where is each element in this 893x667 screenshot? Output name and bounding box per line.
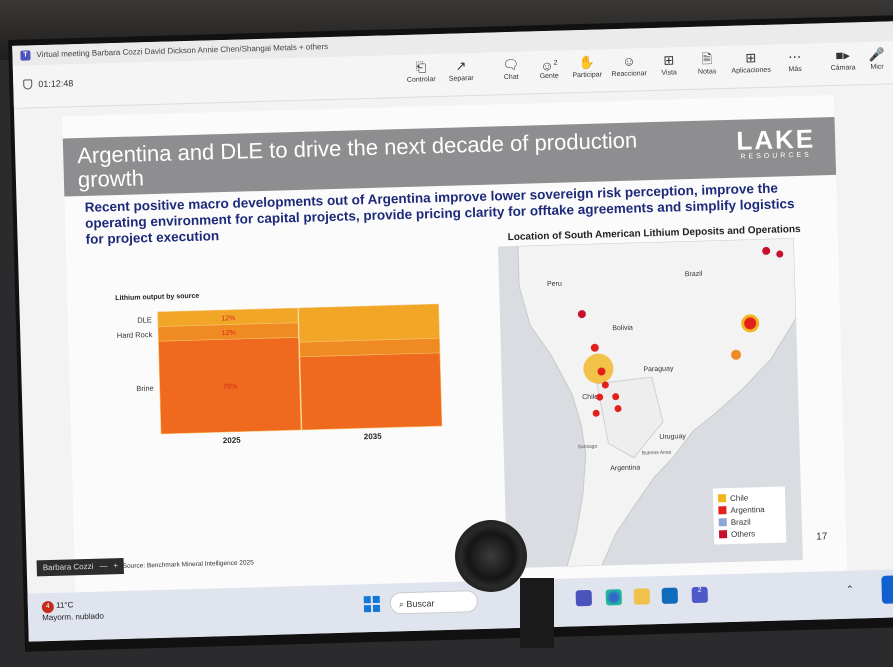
webcam-stand [520, 578, 554, 648]
chart-series-label: DLE [137, 315, 152, 324]
map-label-peru: Peru [546, 280, 562, 289]
mas-button[interactable]: ⋯ Más [771, 47, 820, 73]
minimize-icon[interactable]: — [99, 561, 108, 571]
notas-button[interactable]: 🗎 Notas [683, 50, 732, 76]
temperature: 11°C [55, 600, 74, 610]
weather-widget[interactable]: 4 11°C Mayorm. nublado [41, 600, 105, 624]
south-america-map: Peru Bolivia Brazil Paraguay Chile Urugu… [497, 238, 803, 569]
chart-data-label: 76% [223, 383, 237, 390]
separar-button[interactable]: ↗ Separar [437, 57, 486, 83]
map-label-brazil: Brazil [684, 270, 703, 279]
mic-tray-icon[interactable] [881, 575, 893, 604]
outlook-icon[interactable] [661, 587, 678, 604]
teams-screen: T Virtual meeting Barbara Cozzi David Di… [12, 21, 893, 642]
edge-browser-icon[interactable] [605, 589, 623, 606]
map-legend: Chile Argentina Brazil Others [712, 486, 787, 545]
chart-category-label: 2035 [364, 432, 383, 442]
more-icon: ⋯ [788, 48, 802, 65]
chart-bar-segment [299, 352, 443, 431]
slide-page-number: 17 [816, 531, 828, 543]
meeting-timer: 01:12:48 [23, 78, 74, 90]
chart-title: Lithium output by source [115, 292, 200, 303]
timer-text: 01:12:48 [38, 78, 74, 90]
monitor: T Virtual meeting Barbara Cozzi David Di… [8, 15, 893, 652]
aplicaciones-button[interactable]: ⊞ Aplicaciones [727, 49, 776, 75]
microphone-icon: 🎤 [868, 46, 886, 62]
zoom-app-icon[interactable] [575, 589, 593, 607]
add-icon[interactable]: + [113, 561, 119, 571]
slide-title: Argentina and DLE to drive the next deca… [76, 127, 638, 193]
chart-data-label: 12% [222, 330, 236, 337]
webcam-object [455, 520, 527, 592]
teams-logo-icon: T [20, 50, 31, 61]
chart-series-label: Hard Rock [117, 330, 153, 340]
map-graphic [497, 238, 803, 569]
legend-item-others: Others [718, 527, 781, 541]
popout-icon: ↗ [455, 58, 467, 74]
map-label-bolivia: Bolivia [612, 324, 634, 333]
windows-start-icon[interactable] [363, 595, 381, 613]
lake-resources-logo: LAKE RESOURCES [735, 123, 816, 161]
chart-category-label: 2025 [223, 436, 242, 446]
chevron-up-icon[interactable]: ⌃ [845, 584, 855, 596]
micro-button[interactable]: 🎤 Micr [859, 45, 893, 71]
chart-series-label: Brine [136, 384, 154, 393]
file-explorer-icon[interactable] [633, 588, 651, 605]
shared-slide: Argentina and DLE to drive the next deca… [62, 94, 848, 617]
participant-name: Barbara Cozzi [42, 561, 94, 573]
weather-condition: Mayorm. nublado [42, 611, 105, 623]
map-label-buenos-aires: Buenos Aires [641, 449, 672, 457]
map-label-santiago: Santiago [577, 443, 598, 451]
chart-bar-segment [157, 307, 299, 327]
map-label-uruguay: Uruguay [659, 433, 686, 441]
notes-icon: 🗎 [701, 51, 713, 67]
taskbar-search[interactable]: ⌕ Buscar [389, 590, 479, 615]
weather-badge: 4 [41, 600, 55, 614]
add-app-icon: ⊞ [745, 50, 757, 66]
participant-name-bar: Barbara Cozzi — + [36, 557, 125, 577]
map-label-paraguay: Paraguay [643, 365, 674, 374]
shield-icon [23, 79, 33, 90]
lithium-output-chart: 76% Brine 12% Hard Rock 12% DLE 2025 2035 [117, 303, 443, 446]
teams-taskbar-icon[interactable]: 2 [691, 586, 708, 604]
chart-data-label: 12% [221, 315, 235, 322]
chart-bar-segment [298, 303, 440, 343]
map-label-argentina: Argentina [610, 464, 641, 473]
